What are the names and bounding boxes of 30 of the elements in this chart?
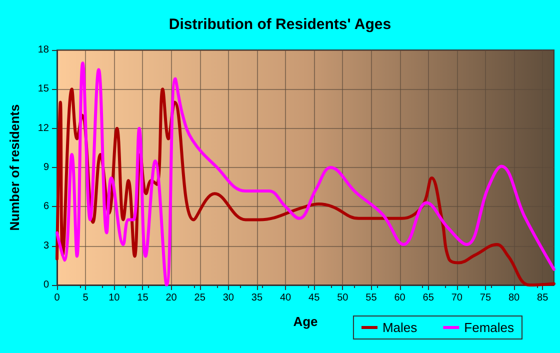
x-tick-label: 0 (54, 292, 60, 304)
x-tick-label: 20 (166, 292, 178, 304)
y-axis-title: Number of residents (7, 104, 22, 231)
x-tick-label: 60 (394, 292, 406, 304)
x-tick-label: 45 (308, 292, 320, 304)
x-tick-label: 50 (337, 292, 349, 304)
x-tick-label: 15 (137, 292, 149, 304)
x-tick-label: 70 (451, 292, 463, 304)
y-tick-label: 9 (43, 162, 50, 173)
x-tick-label: 25 (194, 292, 206, 304)
legend-label: Males (382, 320, 418, 335)
x-tick-label: 80 (508, 292, 520, 304)
chart-title: Distribution of Residents' Ages (168, 16, 392, 33)
y-tick-label: 6 (43, 201, 50, 212)
x-tick-label: 30 (222, 292, 234, 304)
x-tick-label: 10 (108, 292, 120, 304)
legend-label: Females (464, 320, 514, 335)
x-tick-label: 5 (82, 292, 89, 304)
x-tick-label: 40 (280, 292, 292, 304)
x-tick-label: 35 (251, 292, 263, 304)
y-tick-label: 18 (38, 44, 50, 56)
x-axis-title: Age (293, 314, 318, 329)
x-tick-label: 55 (366, 292, 378, 304)
y-tick-label: 15 (38, 84, 50, 95)
y-tick-label: 0 (43, 280, 50, 290)
y-tick-label: 12 (38, 122, 50, 134)
x-tick-label: 85 (537, 292, 549, 304)
y-tick-label: 3 (43, 240, 50, 252)
x-tick-label: 65 (422, 292, 434, 304)
x-tick-label: 75 (480, 292, 492, 304)
